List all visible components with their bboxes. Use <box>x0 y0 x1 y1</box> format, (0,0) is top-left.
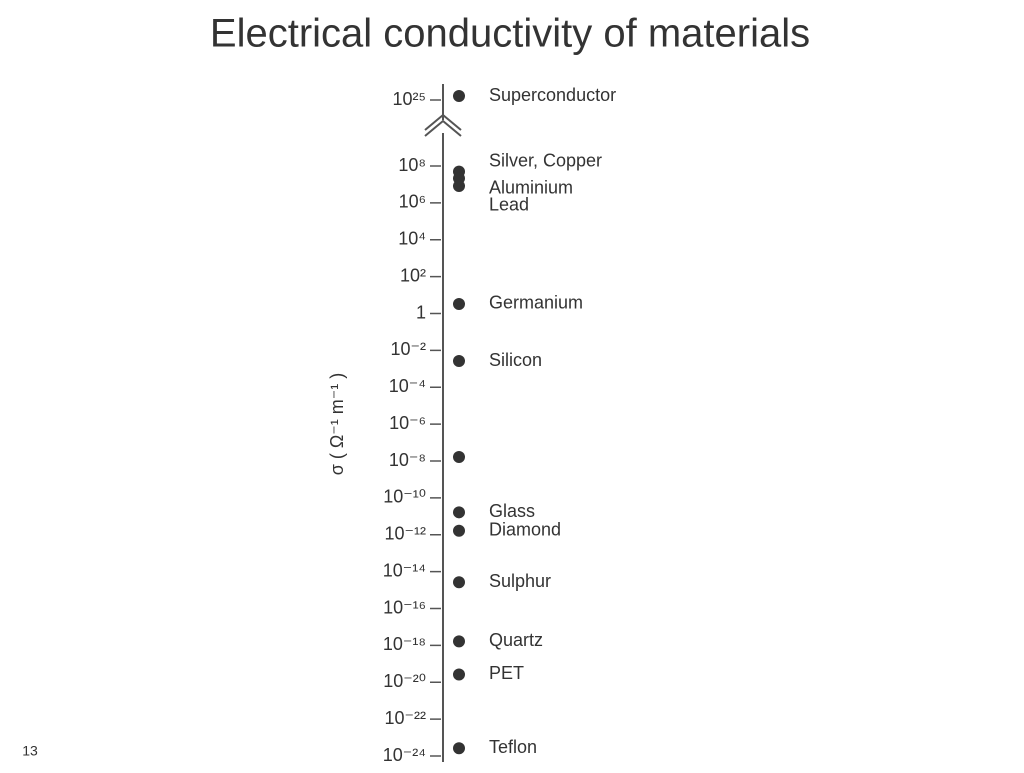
material-label: Germanium <box>489 293 583 313</box>
dot <box>453 506 465 519</box>
material-label: Glass <box>489 501 535 521</box>
dot <box>453 635 465 648</box>
dot <box>453 524 465 537</box>
y-tick-label: 10⁻² <box>390 339 426 359</box>
y-axis-label: σ ( Ω⁻¹ m⁻¹ ) <box>327 373 347 476</box>
y-tick-label: 10⁻⁸ <box>389 450 426 470</box>
material-label: Silver, Copper <box>489 150 602 170</box>
y-tick-label: 10⁻¹⁶ <box>383 597 426 617</box>
material-label: PET <box>489 663 524 683</box>
y-tick-label: 10⁶ <box>399 192 426 212</box>
y-tick-label: 10⁸ <box>398 155 426 175</box>
dot <box>453 179 465 192</box>
y-tick-label: 10⁴ <box>398 229 426 249</box>
dot <box>453 742 465 755</box>
dot <box>453 355 465 368</box>
slide-title: Electrical conductivity of materials <box>210 12 810 56</box>
dot <box>453 297 465 310</box>
y-tick-label: 10⁻²⁰ <box>383 671 426 691</box>
y-tick-label: 10⁻⁶ <box>389 413 426 433</box>
y-tick-label: 1 <box>416 302 426 322</box>
y-tick-label: 10² <box>400 265 426 285</box>
axis-break <box>424 113 462 137</box>
dot <box>453 90 465 102</box>
material-label: Lead <box>489 194 529 214</box>
material-label: Diamond <box>489 520 561 540</box>
y-tick-label: 10⁻¹⁸ <box>383 634 426 654</box>
y-tick-label: 10²⁵ <box>393 89 426 109</box>
material-label: Teflon <box>489 737 537 757</box>
y-tick-label: 10⁻²⁴ <box>383 745 426 765</box>
material-label: Superconductor <box>489 85 616 105</box>
material-label: Aluminium <box>489 177 573 197</box>
dot <box>453 576 465 589</box>
y-tick-label: 10⁻¹⁰ <box>383 487 426 507</box>
dot <box>453 451 465 463</box>
y-tick-label: 10⁻²² <box>384 708 426 728</box>
y-tick-label: 10⁻¹² <box>384 524 426 544</box>
y-tick-label: 10⁻⁴ <box>389 376 426 396</box>
material-label: Quartz <box>489 630 543 650</box>
material-label: Silicon <box>489 350 542 370</box>
dot <box>453 668 465 681</box>
material-label: Sulphur <box>489 571 551 591</box>
y-tick-label: 10⁻¹⁴ <box>383 560 426 580</box>
slide-number: 13 <box>22 743 38 759</box>
